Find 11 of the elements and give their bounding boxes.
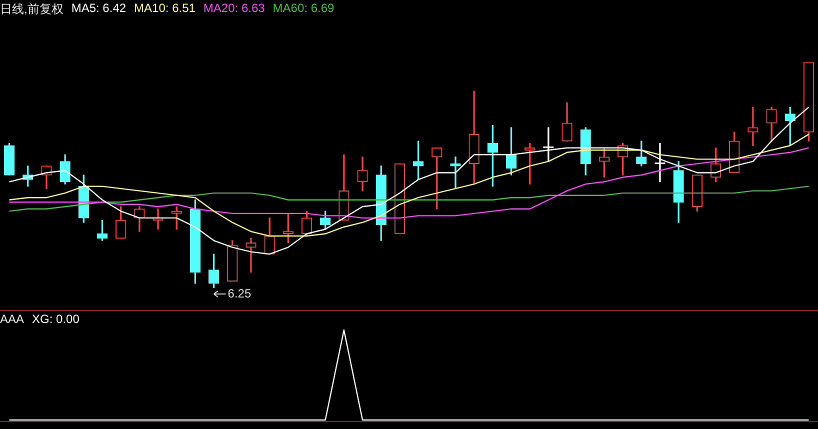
chart-title: AAA bbox=[0, 312, 24, 326]
text: MA10: 6.51 bbox=[134, 1, 196, 17]
candlestick bbox=[246, 238, 256, 273]
text: MA60: 6.69 bbox=[272, 1, 334, 17]
text: MA5: 6.42 bbox=[71, 1, 126, 17]
candlestick bbox=[748, 106, 758, 146]
candlestick bbox=[450, 156, 461, 189]
chart-title: 日线,前复权 bbox=[0, 1, 64, 18]
text: MA20: 6.63 bbox=[203, 1, 265, 17]
annotation: 6.25 bbox=[228, 286, 252, 300]
text: XG: 0.00 bbox=[32, 312, 80, 326]
